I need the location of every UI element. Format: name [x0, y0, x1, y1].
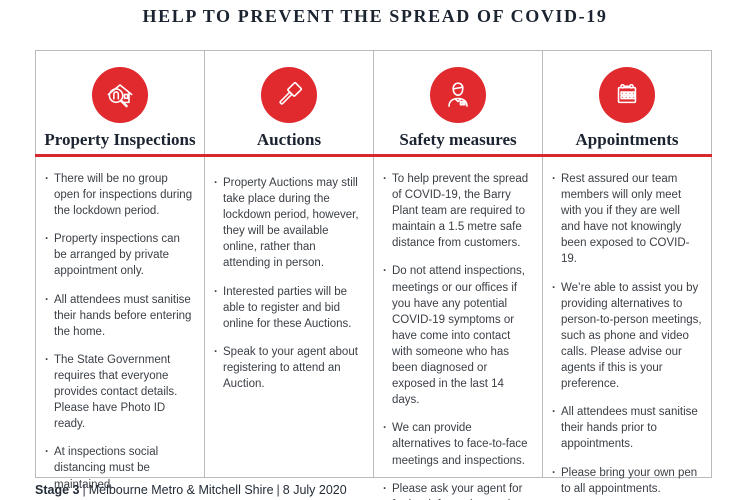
calendar-icon [599, 67, 655, 123]
column-header: Safety measures [374, 51, 542, 150]
page-title: HELP TO PREVENT THE SPREAD OF COVID-19 [142, 6, 608, 26]
bullet-item: We’re able to assist you by providing al… [552, 280, 702, 393]
bullet-item: Rest assured our team members will only … [552, 171, 702, 268]
column-auctions: Auctions Property Auctions may still tak… [205, 51, 374, 477]
column-header: Auctions [205, 51, 373, 154]
bullet-item: Interested parties will be able to regis… [214, 284, 364, 332]
column-body: There will be no group open for inspecti… [36, 150, 204, 500]
footer-stage: Stage 3 [35, 483, 80, 497]
column-body: Property Auctions may still take place d… [205, 154, 373, 404]
bullet-item: Please ask your agent for further inform… [383, 481, 533, 500]
column-header: Appointments [543, 51, 711, 150]
bullet-list: Rest assured our team members will only … [552, 171, 702, 497]
footer-region: Melbourne Metro & Mitchell Shire [88, 483, 274, 497]
bullet-list: To help prevent the spread of COVID-19, … [383, 171, 533, 500]
bullet-item: All attendees must sanitise their hands … [45, 292, 195, 340]
bullet-item: To help prevent the spread of COVID-19, … [383, 171, 533, 251]
column-title: Appointments [575, 130, 679, 149]
bullet-item: Speak to your agent about registering to… [214, 344, 364, 392]
column-body: To help prevent the spread of COVID-19, … [374, 150, 542, 500]
column-appointments: Appointments Rest assured our team membe… [543, 51, 711, 495]
gavel-icon [261, 67, 317, 123]
house-magnifier-icon [92, 67, 148, 123]
bullet-item: At inspections social distancing must be… [45, 444, 195, 492]
bullet-item: All attendees must sanitise their hands … [552, 404, 702, 452]
bullet-item: We can provide alternatives to face-to-f… [383, 420, 533, 468]
footer-separator: | [82, 483, 86, 497]
heading-underline-rule [35, 154, 712, 157]
bullet-list: Property Auctions may still take place d… [214, 175, 364, 392]
agent-person-icon [430, 67, 486, 123]
column-header: Property Inspections [36, 51, 204, 150]
bullet-list: There will be no group open for inspecti… [45, 171, 195, 493]
column-property-inspections: Property Inspections There will be no gr… [36, 51, 205, 491]
column-title: Property Inspections [44, 130, 196, 149]
bullet-item: Property inspections can be arranged by … [45, 231, 195, 279]
bullet-item: There will be no group open for inspecti… [45, 171, 195, 219]
bullet-item: The State Government requires that every… [45, 352, 195, 432]
footer-separator: | [276, 483, 280, 497]
column-body: Rest assured our team members will only … [543, 150, 711, 500]
bullet-item: Do not attend inspections, meetings or o… [383, 263, 533, 408]
bullet-item: Please bring your own pen to all appoint… [552, 465, 702, 497]
footer-caption: Stage 3 | Melbourne Metro & Mitchell Shire… [35, 483, 347, 497]
covid-info-table: Property Inspections There will be no gr… [35, 50, 712, 500]
column-safety-measures: Safety measures To help prevent the spre… [374, 51, 543, 500]
column-title: Safety measures [399, 130, 517, 149]
footer-date: 8 July 2020 [282, 483, 347, 497]
bullet-item: Property Auctions may still take place d… [214, 175, 364, 272]
column-title: Auctions [256, 130, 322, 149]
